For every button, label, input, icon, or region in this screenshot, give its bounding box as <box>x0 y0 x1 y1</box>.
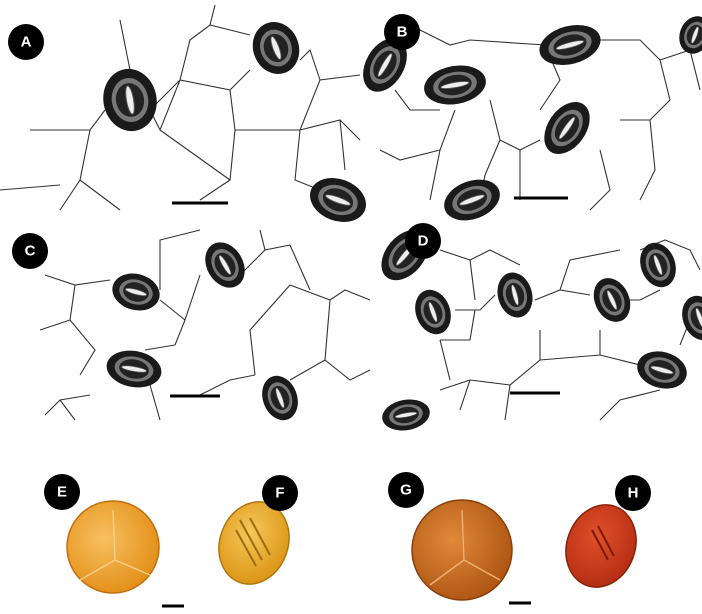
panel-label: B <box>397 24 408 41</box>
panel-c <box>39 229 371 426</box>
label-b: B <box>384 14 420 50</box>
panel-label: E <box>57 484 67 501</box>
pollen-row <box>66 499 637 608</box>
panel-label: G <box>400 482 412 499</box>
label-h: H <box>615 475 651 511</box>
panel-b <box>353 11 702 229</box>
label-f: F <box>262 475 298 511</box>
panel-d <box>371 220 702 435</box>
panel-label: D <box>418 233 429 250</box>
panel-label: A <box>21 34 32 51</box>
label-e: E <box>44 474 80 510</box>
label-g: G <box>388 472 424 508</box>
panel-a <box>0 4 373 230</box>
panel-label: H <box>628 485 639 502</box>
panel-label: F <box>275 485 284 502</box>
label-d: D <box>405 223 441 259</box>
label-a: A <box>8 24 44 60</box>
panel-label: C <box>25 243 36 260</box>
label-c: C <box>12 233 48 269</box>
